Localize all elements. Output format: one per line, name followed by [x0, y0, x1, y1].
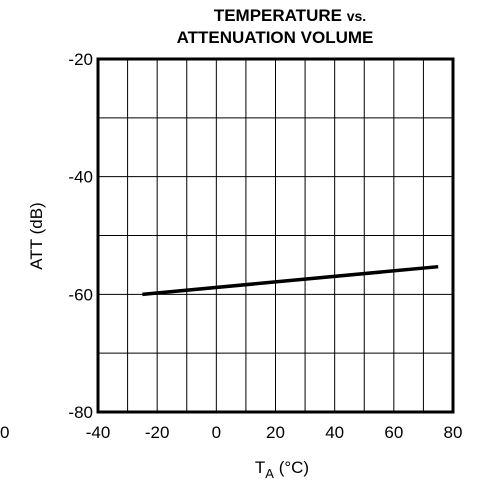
- x-tick-label: -40: [86, 423, 111, 442]
- x-axis-label-sub: A: [265, 466, 274, 481]
- gridlines: [98, 59, 453, 412]
- chart-title-line2: ATTENUATION VOLUME: [177, 28, 374, 47]
- chart-title-main: TEMPERATURE: [214, 6, 342, 25]
- x-tick-label: 40: [325, 423, 344, 442]
- y-axis-label: ATT (dB): [27, 202, 46, 269]
- y-tick-label: -20: [68, 50, 93, 69]
- x-tick-label: 60: [384, 423, 403, 442]
- y-tick-label: -60: [68, 285, 93, 304]
- x-axis-label-unit: (°C): [274, 458, 309, 477]
- x-tick-label: -20: [145, 423, 170, 442]
- x-tick-label: 20: [266, 423, 285, 442]
- series-layer: [142, 264, 439, 297]
- plot-frame: [96, 57, 455, 414]
- series-line: [142, 264, 439, 297]
- y-tick-label: -40: [68, 168, 93, 187]
- x-axis-label-main: T: [255, 458, 265, 477]
- x-tick-label: 80: [444, 423, 463, 442]
- stray-left-label: 0: [0, 423, 9, 442]
- x-tick-labels: -40 -20 0 20 40 60 80: [86, 423, 463, 442]
- chart-title-vs: vs.: [347, 8, 366, 24]
- y-tick-label: -80: [68, 403, 93, 422]
- x-axis-label: TA (°C): [255, 458, 309, 481]
- y-tick-labels: -20 -40 -60 -80: [68, 50, 93, 422]
- x-tick-label: 0: [212, 423, 221, 442]
- chart-title-line1: TEMPERATURE vs.: [214, 6, 366, 25]
